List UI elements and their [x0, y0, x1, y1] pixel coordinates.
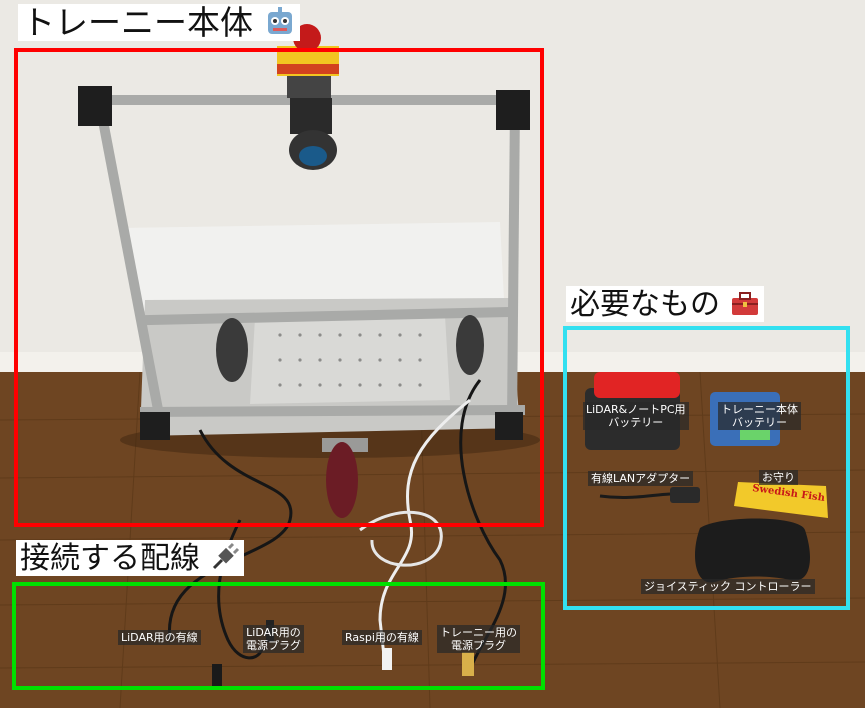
lidar-wired-tag: LiDAR用の有線 — [118, 630, 201, 645]
lan-adapter-body — [670, 487, 700, 503]
lan-adapter-cable — [599, 492, 671, 499]
estop-housing-dark — [287, 76, 331, 98]
robot-face-icon — [267, 7, 292, 34]
plate-holes — [278, 333, 422, 387]
black-cable — [168, 429, 293, 641]
wiring-heading-label: 接続する配線 — [20, 541, 200, 576]
electric-plug-icon — [212, 542, 239, 570]
joystick-tag: ジョイスティック コントローラー — [641, 579, 815, 594]
robot-body-box — [14, 48, 544, 527]
robot-power-plug — [462, 652, 474, 676]
amulet-tag: お守り — [759, 470, 798, 485]
lan-adapter-tag: 有線LANアダプター — [588, 471, 694, 486]
requirements-box — [563, 326, 850, 610]
wiring-box — [12, 582, 545, 690]
white-cable — [378, 398, 471, 666]
lidar-pc-battery-tag: LiDAR&ノートPC用 バッテリー — [583, 402, 689, 430]
joystick-body — [695, 518, 810, 583]
robot-battery-display — [740, 430, 770, 440]
white-cable-loop — [359, 510, 443, 567]
robot-power-tag: トレーニー用の 電源プラグ — [437, 625, 520, 653]
wiring-heading: 接続する配線 — [16, 540, 244, 576]
lidar-connector — [212, 664, 222, 686]
lidar-power-tag: LiDAR用の 電源プラグ — [243, 625, 304, 653]
requirements-heading-label: 必要なもの — [570, 287, 720, 322]
raspi-wired-tag: Raspi用の有線 — [342, 630, 422, 645]
side-wheel-left — [216, 318, 248, 382]
estop-button — [293, 24, 321, 52]
raspi-connector — [382, 648, 392, 670]
robot-battery-tag: トレーニー本体 バッテリー — [718, 402, 801, 430]
amulet-package — [734, 482, 828, 518]
toolbox-icon — [731, 292, 758, 315]
estop-band — [277, 64, 339, 74]
perforated-plate — [250, 316, 450, 404]
camera-mount — [290, 98, 332, 134]
requirements-heading: 必要なもの — [566, 286, 764, 322]
frame-corners — [78, 86, 530, 440]
caster-wheel — [326, 442, 358, 518]
side-wheel-right — [456, 315, 484, 375]
robot-body-heading-label: トレーニー本体 — [22, 3, 253, 42]
robot-body-heading: トレーニー本体 — [18, 4, 300, 41]
lidar-pc-battery-top — [594, 372, 680, 398]
